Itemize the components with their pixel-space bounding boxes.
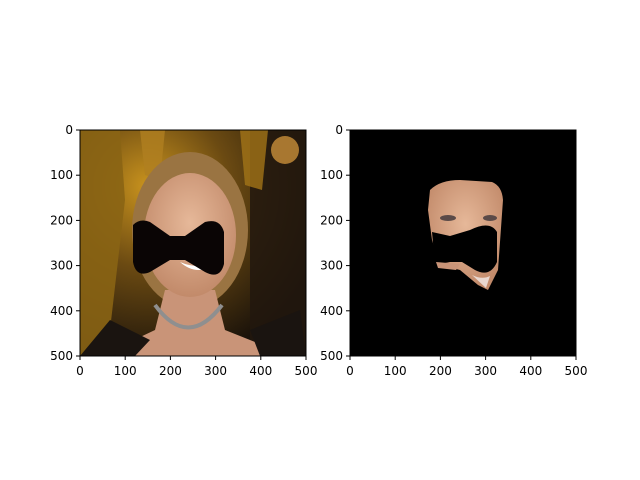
x-tick-label: 100	[114, 364, 137, 378]
x-tick-label: 400	[519, 364, 542, 378]
y-tick-label: 400	[320, 304, 343, 318]
y-tick-label: 500	[320, 349, 343, 363]
x-tick-label: 0	[346, 364, 354, 378]
y-tick-label: 0	[65, 123, 73, 137]
y-tick-label: 100	[50, 168, 73, 182]
y-tick-label: 400	[50, 304, 73, 318]
y-tick-label: 100	[320, 168, 343, 182]
y-tick-label: 0	[335, 123, 343, 137]
y-tick-label: 500	[50, 349, 73, 363]
x-tick-label: 400	[249, 364, 272, 378]
x-tick-label: 300	[474, 364, 497, 378]
axes-frame-left	[79, 129, 307, 357]
x-tick-label: 200	[159, 364, 182, 378]
y-tick-label: 200	[320, 213, 343, 227]
image-left	[80, 130, 306, 356]
x-tick-label: 500	[565, 364, 588, 378]
x-tick-label: 200	[429, 364, 452, 378]
image-right	[350, 130, 576, 356]
x-tick-label: 0	[76, 364, 84, 378]
x-tick-label: 300	[204, 364, 227, 378]
axes-frame-right	[349, 129, 577, 357]
y-tick-label: 200	[50, 213, 73, 227]
x-tick-label: 500	[295, 364, 318, 378]
y-tick-label: 300	[320, 259, 343, 273]
y-tick-label: 300	[50, 259, 73, 273]
x-tick-label: 100	[384, 364, 407, 378]
